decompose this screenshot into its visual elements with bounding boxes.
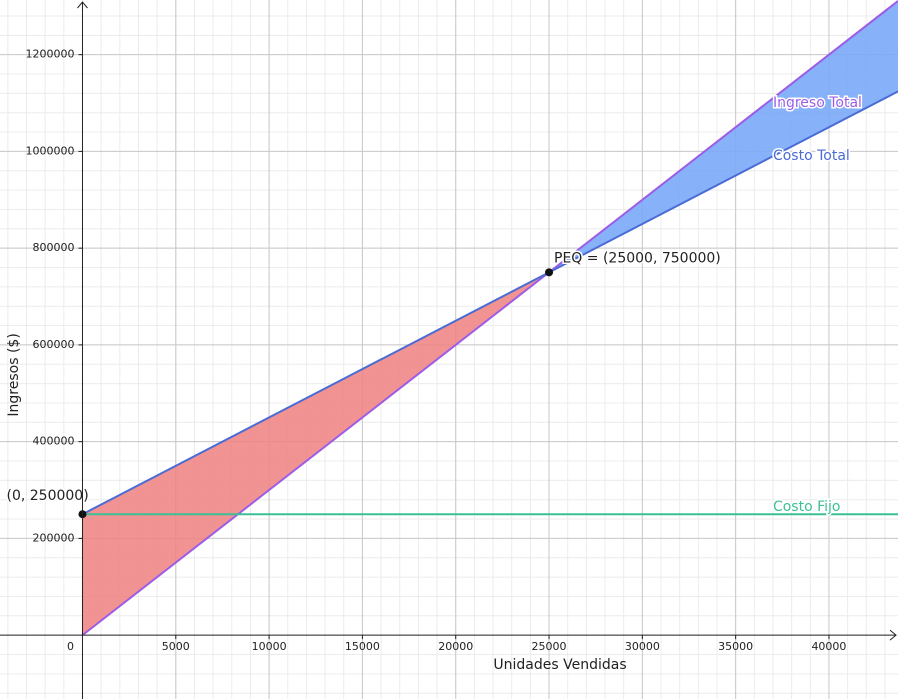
x-tick-label: 35000: [718, 640, 753, 653]
x-tick-label: 30000: [625, 640, 660, 653]
x-tick-label: 40000: [811, 640, 846, 653]
series-label: Ingreso Total: [773, 95, 862, 111]
x-tick-label: 25000: [532, 640, 567, 653]
x-tick-label: 10000: [252, 640, 287, 653]
y-tick-label: 1200000: [25, 48, 74, 61]
y-tick-label: 1000000: [25, 144, 74, 157]
x-axis-arrow: [889, 629, 897, 641]
point: [545, 268, 554, 277]
series-label: Costo Total: [773, 148, 850, 164]
y-tick-label: 200000: [32, 531, 74, 544]
x-axis-label: Unidades Vendidas: [493, 657, 626, 673]
y-axis-arrow: [77, 1, 88, 9]
y-tick-label: 800000: [32, 241, 74, 254]
y-tick-label: 400000: [32, 435, 74, 448]
x-tick-label: 5000: [162, 640, 190, 653]
point-label: PEQ = (25000, 750000): [554, 250, 721, 266]
x-tick-label: 0: [67, 640, 74, 653]
series-label: Costo Fijo: [773, 499, 841, 515]
point-label: (0, 250000): [6, 488, 88, 504]
y-axis-label: Ingresos ($): [6, 333, 22, 416]
plot: Ingreso Total Costo Total Costo Fijo (0, 25…: [5, 0, 898, 636]
x-tick-label: 20000: [438, 640, 473, 653]
x-tick-label: 15000: [345, 640, 380, 653]
y-tick-label: 600000: [32, 338, 74, 351]
